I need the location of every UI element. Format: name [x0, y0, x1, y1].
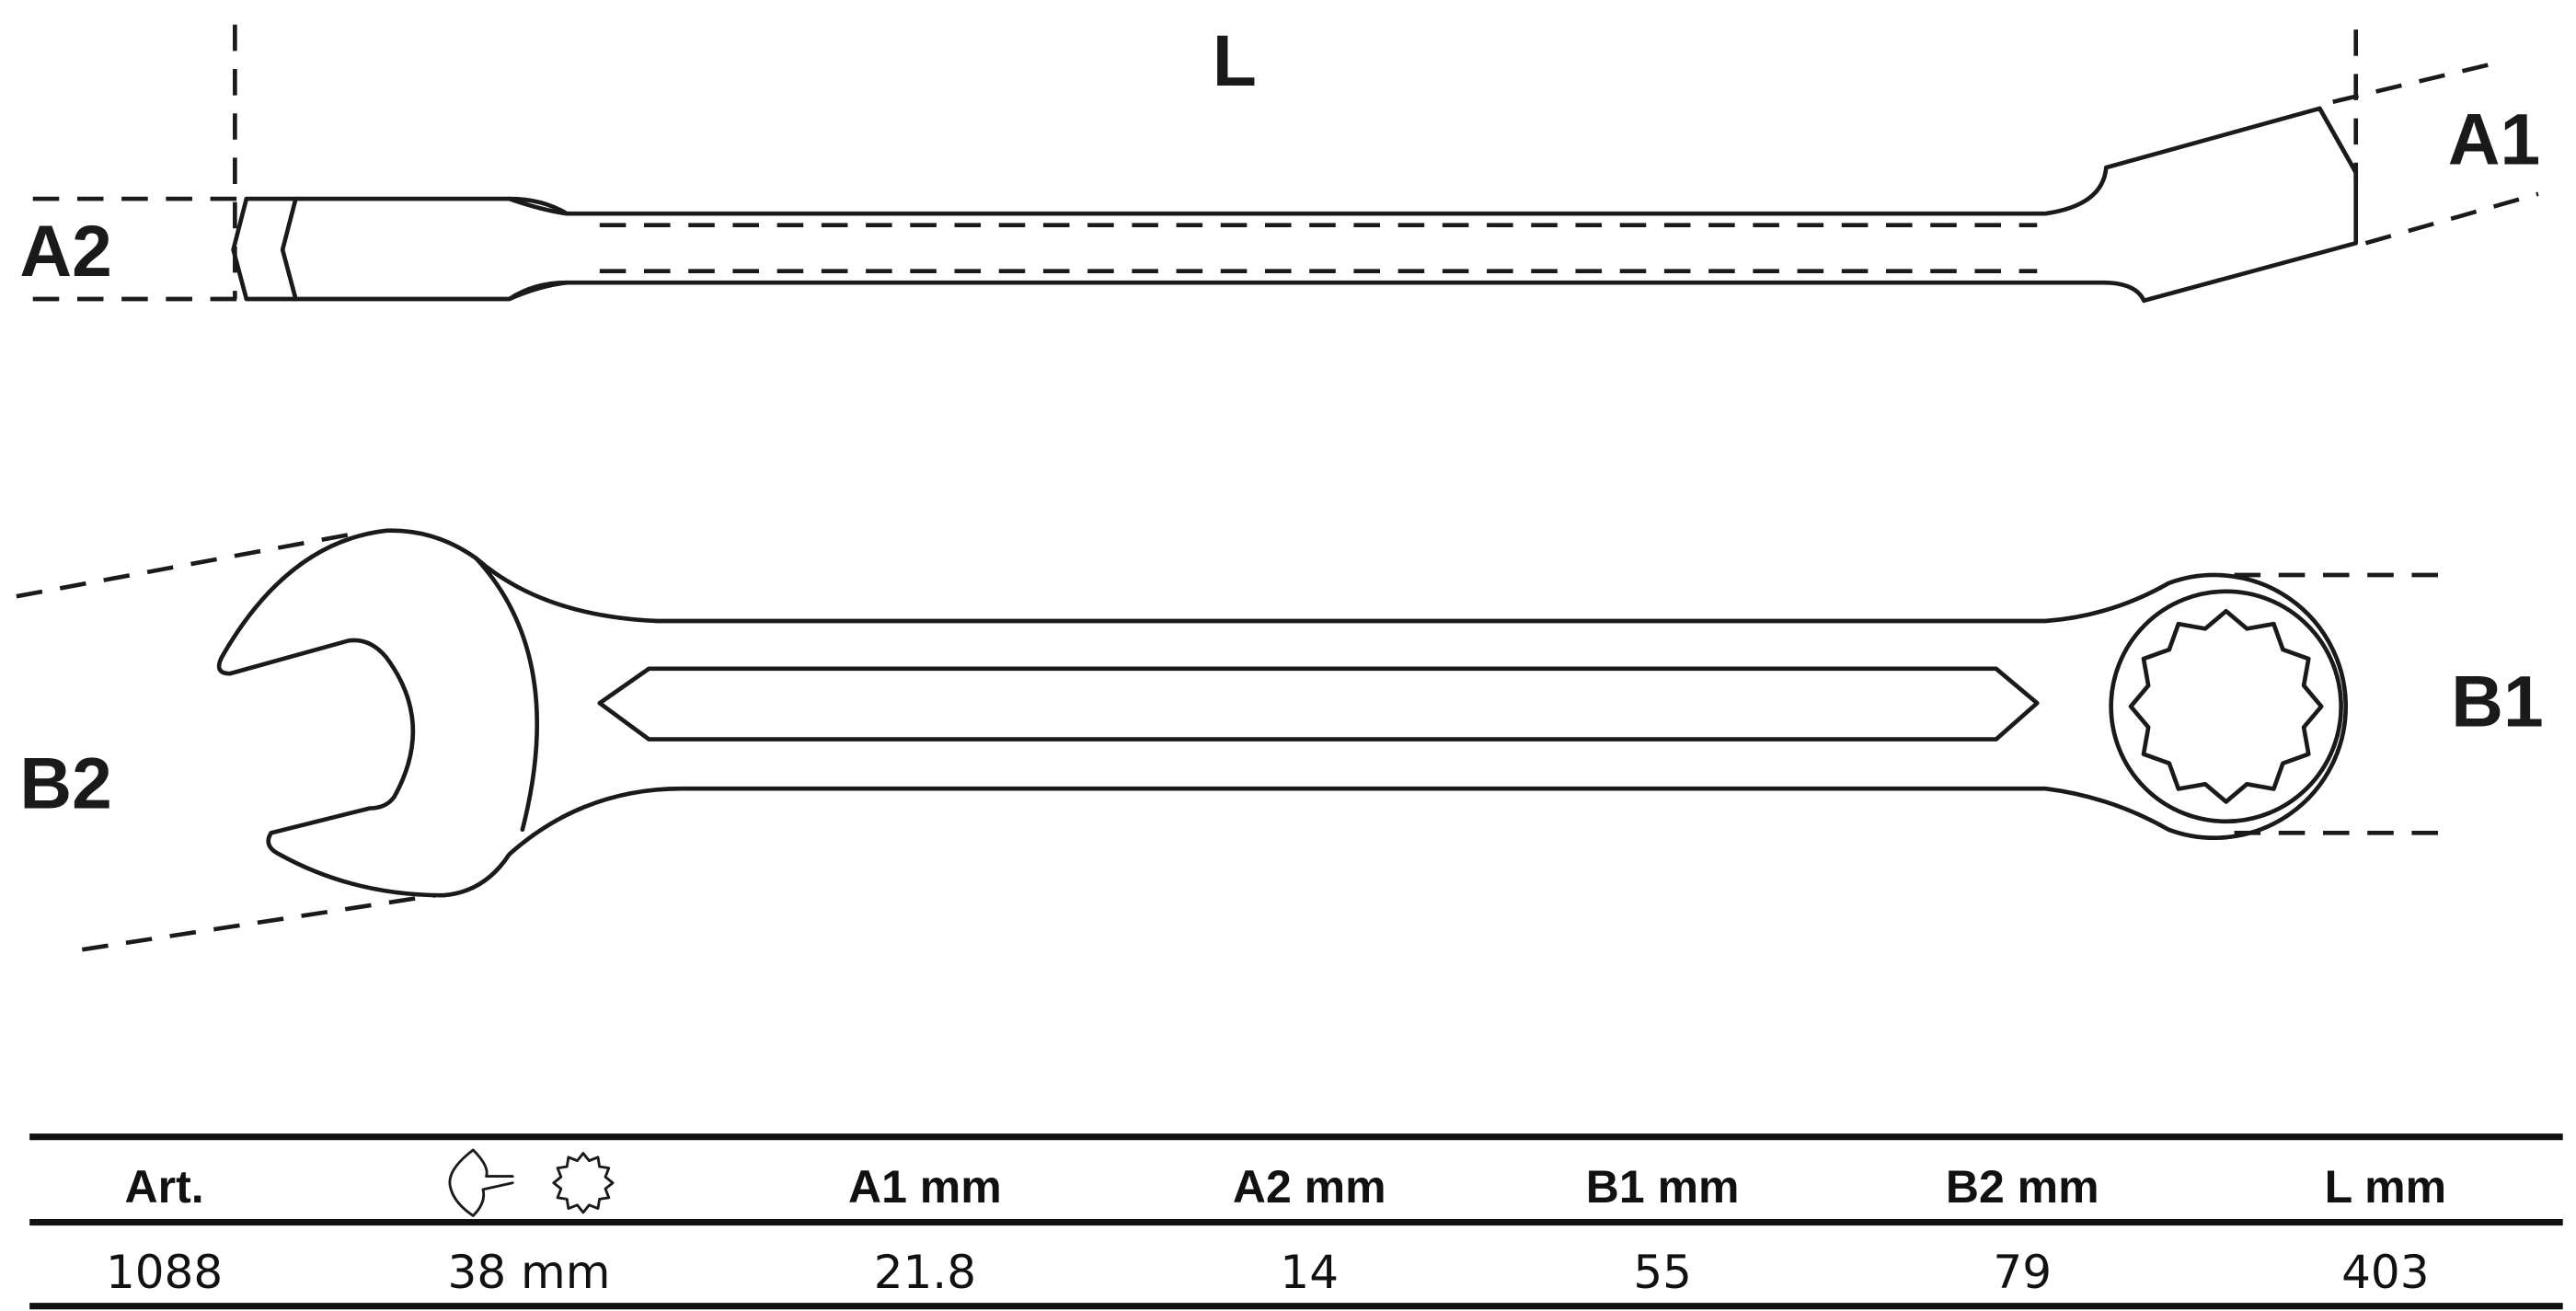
open-end-wrench-icon [448, 1148, 514, 1217]
wrench-front-view: B1 B2 [16, 528, 2544, 952]
cell-b2: 79 [1993, 1246, 2052, 1299]
cell-size: 38 mm [448, 1246, 611, 1299]
header-b2: B2 mm [1946, 1161, 2099, 1213]
dimension-label-B1: B1 [2451, 661, 2543, 742]
dimension-label-A2: A2 [19, 211, 111, 292]
dimension-label-L: L [1213, 20, 1257, 101]
header-a1: A1 mm [848, 1161, 1002, 1213]
dimension-label-B2: B2 [19, 743, 111, 824]
twelve-point-ring-icon [552, 1152, 615, 1214]
cell-l: 403 [2341, 1246, 2429, 1299]
cell-b1: 55 [1633, 1246, 1692, 1299]
header-b1: B1 mm [1586, 1161, 1740, 1213]
cell-a2: 14 [1280, 1246, 1339, 1299]
header-l: L mm [2325, 1161, 2446, 1213]
header-a2: A2 mm [1233, 1161, 1386, 1213]
wrench-side-view: L A1 A2 [19, 20, 2540, 304]
spec-table: Art. A1 mm A2 mm B1 mm B2 mm L mm 1088 3… [29, 1133, 2563, 1310]
cell-a1: 21.8 [874, 1246, 976, 1299]
dimension-label-A1: A1 [2448, 99, 2540, 180]
cell-art: 1088 [106, 1246, 223, 1299]
header-art: Art. [125, 1161, 204, 1213]
